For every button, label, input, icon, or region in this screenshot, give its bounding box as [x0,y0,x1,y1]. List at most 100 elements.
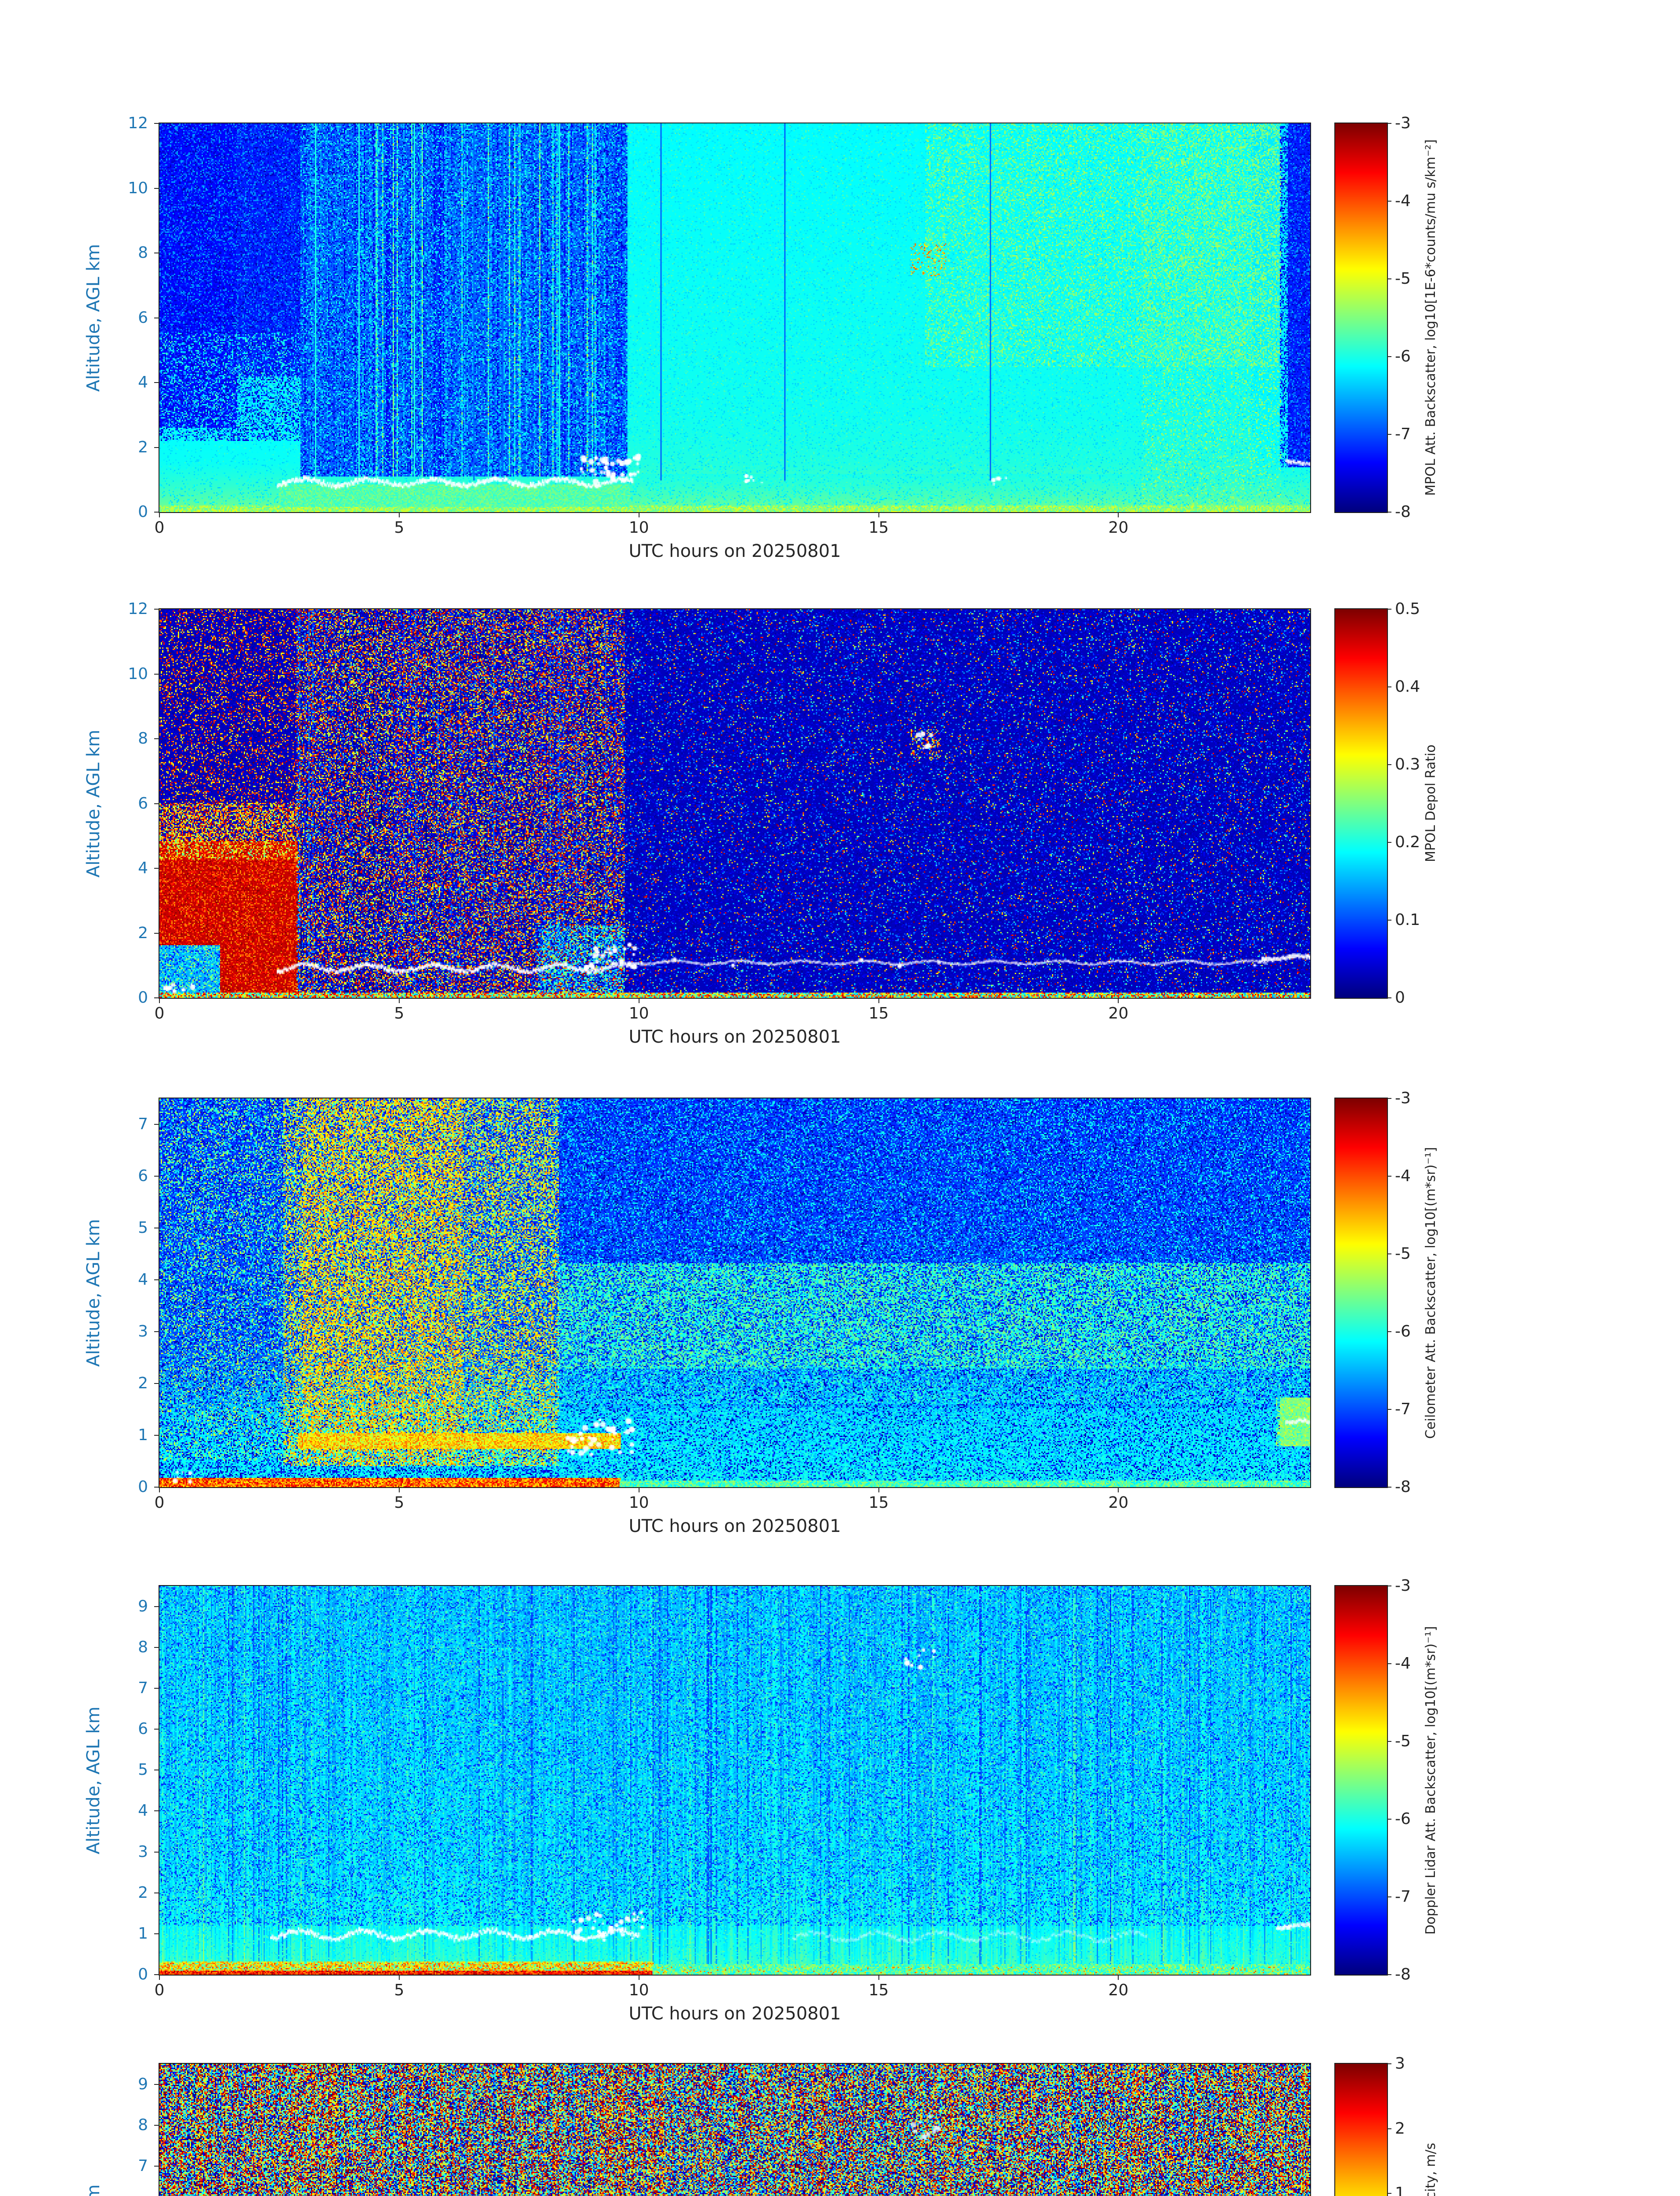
colorbar-tick [1387,1176,1391,1177]
colorbar-tick-label: -3 [1395,1089,1411,1107]
y-tick [154,2165,159,2167]
x-tick [398,1487,400,1492]
y-tick [154,1687,159,1689]
y-tick [154,1974,159,1975]
x-tick-label: 15 [868,1494,889,1512]
colorbar-tick-label: -7 [1395,425,1411,443]
colorbar-tick-label: -6 [1395,347,1411,365]
panel-1: Altitude, AGL km 0 2 4 6 8 10 12 0 5 10 15 20 UTC hou… [0,114,1680,569]
colorbar-gradient [1335,2064,1387,2196]
x-tick [1118,512,1119,517]
colorbar-tick-label: -6 [1395,1810,1411,1828]
y-tick [154,803,159,804]
x-tick-label: 5 [394,519,405,537]
y-tick-label: 4 [138,1802,148,1820]
x-tick-label: 20 [1108,1004,1129,1022]
colorbar-tick-label: 0.3 [1395,755,1420,773]
panel-3-heatmap-canvas [159,1098,1310,1487]
y-tick [154,738,159,739]
y-tick [154,1176,159,1177]
y-tick [154,1331,159,1332]
colorbar-tick-label: 3 [1395,2055,1405,2073]
y-tick-label: 6 [138,1167,148,1185]
x-tick-label: 10 [629,1494,649,1512]
x-tick [159,998,160,1003]
x-tick [878,998,879,1003]
colorbar-tick [1387,2128,1391,2129]
colorbar-tick [1387,356,1391,357]
y-tick-label: 2 [138,1883,148,1902]
y-tick-label: 12 [128,600,148,618]
y-tick [154,1606,159,1607]
x-tick [398,1975,400,1980]
y-tick-label: 12 [128,114,148,132]
y-tick-label: 3 [138,1842,148,1861]
x-axis-label: UTC hours on 20250801 [629,541,841,561]
y-tick [154,447,159,448]
colorbar-tick [1387,434,1391,435]
y-tick-label: 2 [138,924,148,942]
colorbar-tick [1387,1409,1391,1410]
colorbar-tick-label: -8 [1395,1478,1411,1496]
colorbar-tick [1387,1819,1391,1820]
colorbar-tick-label: -4 [1395,192,1411,210]
x-tick [878,1487,879,1492]
colorbar-gradient [1335,123,1387,512]
x-axis-label: UTC hours on 20250801 [629,2004,841,2024]
colorbar-tick-label: 0.2 [1395,833,1420,851]
y-tick-label: 7 [138,1115,148,1133]
colorbar-tick-label: -3 [1395,1577,1411,1595]
x-tick-label: 10 [629,519,649,537]
x-axis-label: UTC hours on 20250801 [629,1516,841,1536]
colorbar-tick [1387,1896,1391,1897]
y-tick [154,1933,159,1934]
colorbar-label: Doppler Lidar Att. Backscatter, log10[(m… [1423,1626,1438,1935]
colorbar-tick [1387,1253,1391,1254]
colorbar-tick-label: -6 [1395,1322,1411,1340]
colorbar-tick-label: 0.5 [1395,600,1420,618]
colorbar-gradient [1335,1586,1387,1975]
y-tick [154,673,159,675]
y-tick-label: 6 [138,794,148,813]
y-tick-label: 8 [138,2116,148,2134]
y-tick-label: 8 [138,1638,148,1656]
y-tick-label: 3 [138,1322,148,1340]
colorbar-tick-label: 0.1 [1395,911,1420,929]
y-tick [154,997,159,998]
colorbar-tick [1387,764,1391,765]
x-tick [159,512,160,517]
panel-4: Altitude, AGL km 0 1 2 3 4 5 6 7 8 9 0 5 10 15 20 UTC ho… [0,1577,1680,2032]
colorbar-tick [1387,1098,1391,1099]
colorbar-tick-label: -7 [1395,1888,1411,1906]
x-tick-label: 5 [394,1494,405,1512]
y-tick [154,932,159,934]
colorbar-tick-label: -4 [1395,1654,1411,1672]
x-tick-label: 0 [154,1004,165,1022]
y-tick-label: 10 [128,179,148,197]
colorbar-label: Doppler Lidar Vertical Velocity, m/s [1423,2064,1444,2196]
x-tick-label: 20 [1108,1981,1129,1999]
x-tick-label: 0 [154,519,165,537]
colorbar-tick-label: -8 [1395,1965,1411,1983]
x-tick-label: 20 [1108,519,1129,537]
colorbar-tick [1387,1663,1391,1664]
x-tick [1118,1487,1119,1492]
panel-2: Altitude, AGL km 0 2 4 6 8 10 12 0 5 10 15 20 UTC hou… [0,600,1680,1055]
y-tick [154,512,159,513]
x-tick [398,998,400,1003]
colorbar-tick-label: -8 [1395,503,1411,521]
y-tick-label: 7 [138,1679,148,1697]
colorbar-label: MPOL Depol Ratio [1423,744,1438,863]
y-tick [154,1383,159,1384]
colorbar-tick [1387,278,1391,279]
colorbar-tick [1387,201,1391,202]
y-tick [154,1729,159,1730]
x-tick-label: 20 [1108,1494,1129,1512]
x-tick [159,1975,160,1980]
x-axis-label: UTC hours on 20250801 [629,1027,841,1047]
panel-1-heatmap-canvas [159,123,1310,512]
x-tick-label: 15 [868,519,889,537]
colorbar-tick-label: 0 [1395,989,1405,1007]
